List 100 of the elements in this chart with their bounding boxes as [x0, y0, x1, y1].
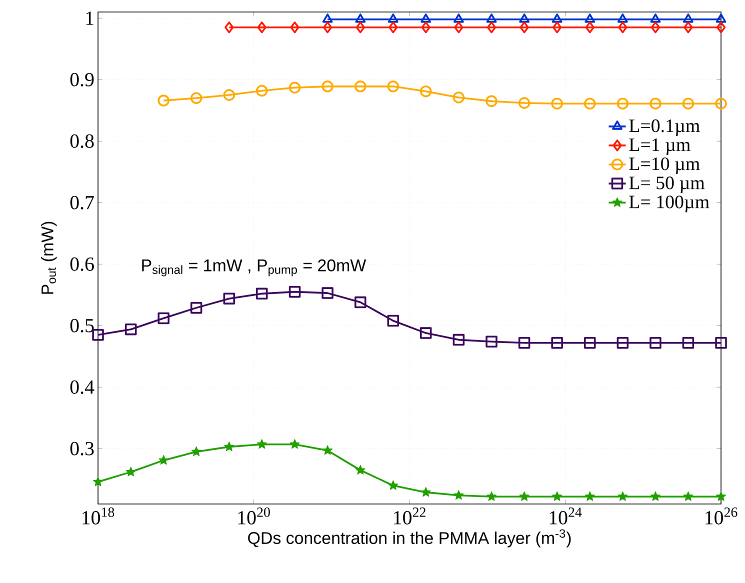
- point: [716, 22, 726, 34]
- point: [388, 14, 398, 23]
- point: [618, 491, 628, 501]
- point: [682, 14, 694, 23]
- y-tick-label: 0.6: [70, 257, 94, 271]
- y-tick-label: 0.4: [70, 380, 94, 394]
- point: [387, 80, 400, 92]
- point: [288, 286, 301, 298]
- point: [519, 14, 530, 23]
- point: [223, 89, 236, 101]
- point: [256, 288, 268, 300]
- legend-label: L= 100µm: [629, 196, 710, 212]
- point: [584, 14, 596, 23]
- point: [158, 455, 169, 465]
- point: [454, 22, 464, 34]
- point: [388, 22, 398, 34]
- y-axis-title: P$_{out}$ (mW): [40, 222, 57, 294]
- point: [223, 292, 236, 304]
- point: [354, 80, 366, 92]
- x-tick-label: 10$^{22}$: [394, 508, 426, 524]
- point: [552, 22, 562, 34]
- point: [552, 14, 562, 23]
- x-tick-label: 10$^{18}$: [82, 508, 114, 524]
- point: [354, 296, 366, 308]
- point: [420, 85, 432, 98]
- point: [290, 22, 300, 34]
- point: [650, 491, 661, 501]
- point: [715, 336, 727, 349]
- point: [388, 480, 398, 490]
- x-tick-label: 10$^{24}$: [550, 508, 582, 524]
- annotation: P$_{signal}$ = 1mW , P$_{pump}$ = 20mW: [142, 259, 366, 276]
- point: [355, 464, 366, 475]
- point: [716, 491, 726, 501]
- point: [520, 22, 529, 34]
- point: [190, 92, 202, 104]
- legend-label: L= 50 µm: [629, 176, 705, 194]
- point: [387, 314, 400, 327]
- point: [158, 312, 170, 324]
- point: [290, 439, 300, 449]
- y-tick-label: 0.8: [70, 134, 94, 148]
- point: [486, 491, 497, 501]
- y-tick-label: 0.9: [70, 72, 94, 86]
- point: [256, 439, 267, 449]
- point: [486, 95, 498, 108]
- point: [552, 491, 562, 501]
- point: [486, 14, 497, 23]
- point: [682, 98, 694, 110]
- legend-label: L=10 µm: [629, 157, 700, 174]
- point: [322, 80, 334, 92]
- point: [716, 14, 726, 23]
- legend-label: L=1 µm: [629, 138, 690, 155]
- point: [650, 336, 662, 349]
- point: [158, 94, 170, 106]
- point: [288, 82, 301, 94]
- point: [322, 22, 332, 34]
- point: [650, 14, 661, 23]
- point: [92, 328, 104, 341]
- x-tick-label: 10$^{20}$: [238, 508, 270, 524]
- point: [322, 287, 334, 299]
- y-tick-label: 0.7: [70, 196, 94, 210]
- point: [322, 445, 333, 455]
- point: [618, 22, 628, 34]
- point: [551, 336, 563, 349]
- point: [126, 466, 136, 476]
- point: [453, 14, 464, 23]
- point: [551, 98, 563, 110]
- point: [322, 14, 333, 23]
- point: [486, 336, 498, 348]
- point: [355, 14, 366, 23]
- point: [518, 97, 530, 109]
- point: [224, 22, 234, 34]
- point: [452, 92, 465, 104]
- point: [518, 336, 530, 349]
- point: [452, 334, 465, 346]
- point: [616, 336, 629, 349]
- x-tick-label: 10$^{26}$: [706, 508, 738, 524]
- x-axis-title: QDs concentration in the PMMA layer (m$^{-3}$): [248, 529, 571, 548]
- point: [616, 98, 629, 110]
- point: [715, 98, 727, 110]
- y-tick-label: 1: [86, 12, 94, 25]
- point: [421, 22, 430, 34]
- legend-label: L=0.1µm: [629, 119, 700, 136]
- point: [684, 22, 693, 34]
- point: [584, 336, 596, 349]
- point: [650, 22, 660, 34]
- point: [617, 14, 628, 23]
- point: [454, 490, 464, 500]
- point: [420, 327, 432, 339]
- point: [124, 323, 137, 336]
- point: [256, 84, 268, 97]
- point: [190, 302, 202, 314]
- point: [486, 22, 496, 34]
- point: [584, 98, 596, 110]
- point: [682, 336, 694, 349]
- point: [519, 491, 530, 501]
- y-tick-label: 0.5: [70, 318, 94, 332]
- point: [584, 491, 595, 501]
- point: [92, 476, 104, 486]
- point: [683, 491, 694, 501]
- point: [224, 442, 234, 452]
